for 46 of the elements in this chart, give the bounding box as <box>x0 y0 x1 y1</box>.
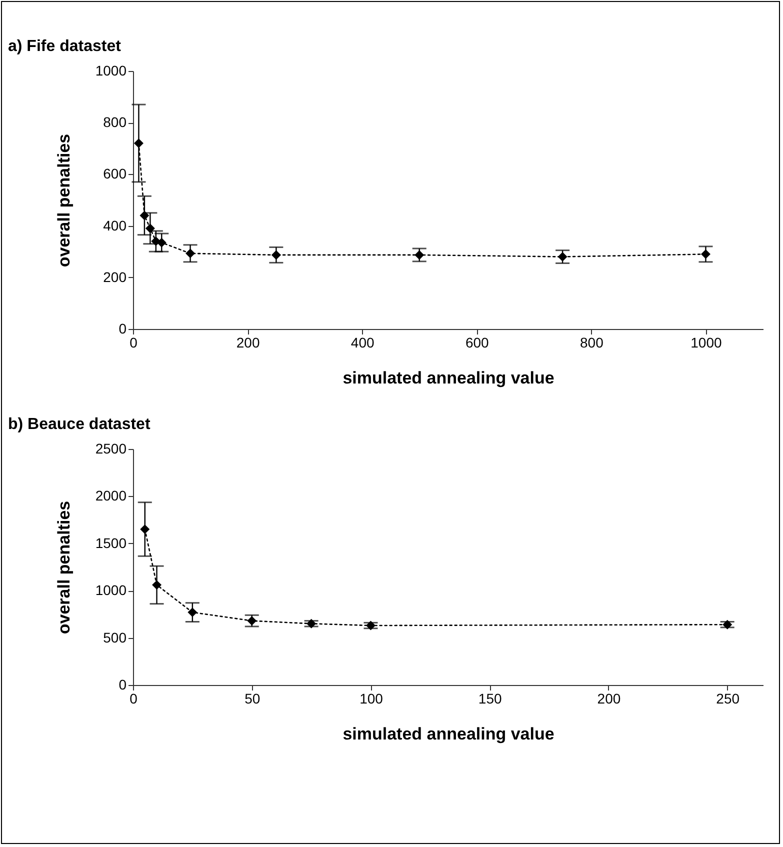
point <box>414 250 424 260</box>
x-tick-label: 200 <box>597 690 621 706</box>
y-tick-label: 400 <box>103 217 127 234</box>
chart-title: b) Beauce datastet <box>8 416 151 433</box>
y-tick-label: 1500 <box>95 534 127 551</box>
x-tick-label: 150 <box>478 690 502 706</box>
x-tick-label: 0 <box>130 334 138 350</box>
point <box>156 238 166 248</box>
point <box>271 250 281 260</box>
y-axis-title: overall penalties <box>54 134 74 268</box>
point <box>134 138 144 148</box>
x-axis-title: simulated annealing value <box>342 724 554 744</box>
point <box>558 252 568 262</box>
y-tick-label: 2500 <box>95 440 127 456</box>
point <box>140 210 150 220</box>
point <box>722 620 732 630</box>
y-tick-label: 1000 <box>95 582 127 598</box>
y-tick-label: 500 <box>103 629 127 646</box>
point <box>152 580 162 590</box>
x-tick-label: 50 <box>244 690 260 706</box>
y-tick-label: 0 <box>118 320 127 336</box>
point <box>188 608 198 618</box>
y-axis-title: overall penalties <box>54 500 74 634</box>
x-tick-label: 200 <box>236 334 260 350</box>
chart-title: a) Fife datastet <box>8 38 122 55</box>
x-tick-label: 1000 <box>690 334 722 350</box>
point <box>140 524 150 534</box>
y-tick-label: 2000 <box>95 488 127 504</box>
y-tick-label: 1000 <box>95 62 127 78</box>
x-tick-label: 600 <box>465 334 490 350</box>
x-tick-label: 100 <box>360 690 384 706</box>
x-axis-title: simulated annealing value <box>342 368 554 388</box>
y-tick-label: 600 <box>103 166 127 182</box>
x-tick-label: 250 <box>716 690 740 706</box>
point <box>366 620 376 630</box>
y-tick-label: 800 <box>103 114 127 130</box>
point <box>247 616 257 626</box>
x-tick-label: 400 <box>350 334 374 350</box>
point <box>145 224 155 234</box>
x-tick-label: 0 <box>130 690 138 706</box>
y-tick-label: 0 <box>118 676 127 692</box>
point <box>306 618 316 628</box>
point <box>186 248 196 258</box>
point <box>700 249 710 259</box>
y-tick-label: 200 <box>103 268 127 285</box>
x-tick-label: 800 <box>580 334 604 350</box>
